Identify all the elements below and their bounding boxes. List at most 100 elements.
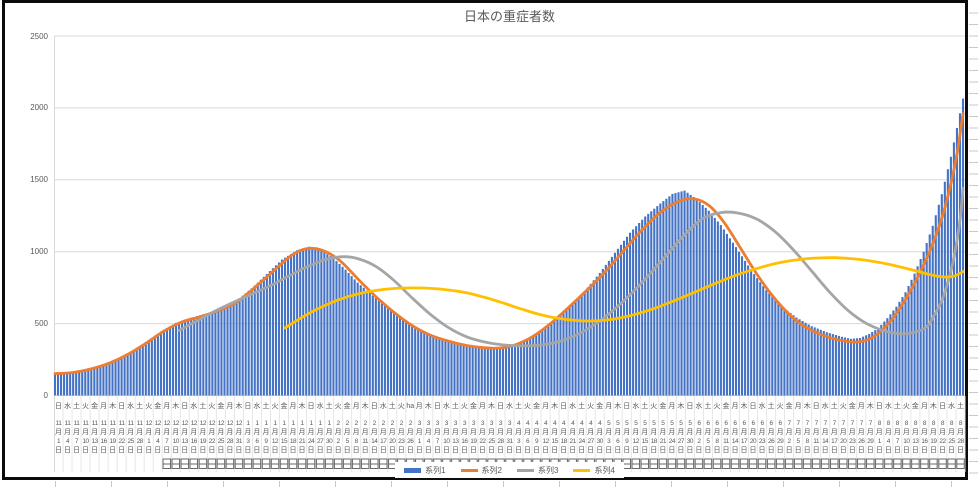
month-number: 7: [796, 420, 801, 427]
day-number: 25: [127, 438, 135, 445]
day-kanji: 日: [677, 447, 685, 454]
month-number: 7: [814, 420, 819, 427]
legend-line-swatch: [460, 468, 478, 472]
month-kanji: 月: [839, 429, 847, 436]
month-kanji: 月: [749, 429, 757, 436]
month-number: 2: [345, 420, 350, 427]
month-kanji: 月: [704, 429, 712, 436]
month-kanji: 月: [812, 429, 820, 436]
day-kanji: 日: [857, 447, 865, 454]
chart-object-border[interactable]: [2, 0, 968, 480]
month-kanji: 月: [82, 429, 90, 436]
day-number: 3: [246, 438, 250, 445]
weekday-label: 火: [145, 403, 153, 410]
x-tick-label: 土 6 月 5 日日: [701, 402, 714, 474]
month-number: 7: [868, 420, 873, 427]
day-number: 17: [831, 438, 838, 445]
day-number: 22: [939, 438, 946, 445]
month-number: 7: [859, 420, 864, 427]
day-number: 16: [100, 438, 107, 445]
weekday-label: 水: [884, 403, 892, 410]
day-kanji: 日: [244, 447, 252, 454]
month-number: 5: [607, 420, 611, 427]
weekday-label: 水: [316, 403, 324, 410]
x-tick-label: 木 6 月 17 日日: [738, 402, 751, 474]
month-number: 6: [733, 420, 737, 427]
x-tick-label: 金 2 月 5 日日: [341, 402, 354, 474]
day-kanji: 日: [542, 447, 550, 454]
day-number: 9: [625, 438, 629, 445]
legend-item-1[interactable]: 系列1: [404, 465, 446, 476]
day-kanji: 日: [127, 447, 135, 454]
day-number: 2: [787, 438, 792, 445]
weekday-label: 金: [343, 403, 351, 410]
month-kanji: 月: [496, 429, 504, 436]
weekday-label: 金: [848, 403, 856, 410]
month-number: 6: [697, 420, 701, 427]
day-kanji: 日: [163, 447, 171, 454]
x-tick-label: 水 5 月 12 日日: [629, 402, 642, 474]
legend: 系列1 系列2 系列3 系列4: [54, 462, 965, 478]
legend-item-2[interactable]: 系列2: [460, 465, 502, 476]
clipped-label-row: 日: [286, 457, 300, 469]
month-kanji: 月: [118, 429, 126, 436]
day-number: 31: [506, 438, 513, 445]
month-number: 11: [127, 420, 134, 427]
day-number: 17: [740, 438, 748, 445]
day-kanji: 日: [136, 447, 144, 454]
month-number: 12: [154, 420, 162, 427]
month-number: 8: [913, 420, 918, 427]
weekday-label: 水: [505, 403, 513, 410]
weekday-label: 水: [695, 403, 703, 410]
month-number: 12: [199, 420, 207, 427]
day-kanji: 日: [496, 447, 504, 454]
day-kanji: 日: [352, 447, 360, 454]
month-number: 11: [55, 420, 62, 427]
month-kanji: 月: [641, 429, 649, 436]
legend-item-4[interactable]: 系列4: [573, 465, 615, 476]
clipped-label-row: 日: [647, 457, 661, 469]
day-kanji: 日: [406, 447, 414, 454]
x-tick-label: 土 7 月 17 日日: [828, 402, 841, 474]
month-number: 11: [136, 420, 143, 427]
month-number: 3: [462, 420, 467, 427]
day-number: 28: [136, 438, 144, 445]
line-series[interactable]: [53, 112, 965, 375]
weekday-label: 土: [325, 403, 333, 410]
month-number: 4: [534, 420, 539, 427]
line-series-3[interactable]: [177, 187, 965, 348]
x-tick-label: 日 6 月 20 日日: [747, 402, 760, 474]
month-number: 3: [453, 420, 458, 427]
legend-item-3[interactable]: 系列3: [517, 465, 558, 476]
month-kanji: 月: [713, 429, 721, 436]
clipped-label-row: 日: [764, 457, 778, 469]
month-number: 1: [291, 420, 295, 427]
line-series-2[interactable]: [53, 112, 965, 375]
month-kanji: 月: [758, 429, 766, 436]
day-kanji: 日: [722, 447, 730, 454]
line-series-4[interactable]: [283, 256, 965, 330]
day-kanji: 日: [695, 447, 703, 454]
clipped-label-row: 日: [638, 457, 652, 469]
x-tick-label: 日 12 月 13 日日: [178, 402, 191, 474]
day-number: 18: [650, 438, 658, 445]
clipped-label-row: 日: [917, 457, 931, 469]
month-kanji: 月: [524, 429, 532, 436]
day-number: 4: [426, 438, 431, 445]
day-kanji: 日: [100, 447, 108, 454]
weekday-label: 金: [91, 403, 99, 410]
month-kanji: 月: [866, 429, 874, 436]
month-number: 8: [940, 420, 945, 427]
weekday-label: 月: [668, 403, 676, 410]
clipped-label-row: 日: [692, 457, 706, 469]
day-kanji: 日: [181, 447, 189, 454]
bar-series-1[interactable]: [53, 98, 965, 396]
day-number: 21: [569, 438, 577, 445]
day-kanji: 日: [596, 447, 604, 454]
month-kanji: 月: [91, 429, 99, 436]
weekday-label: 日: [496, 403, 504, 410]
month-kanji: 月: [596, 429, 604, 436]
x-tick-label: 火 8 月 10 日日: [900, 402, 913, 474]
month-number: 1: [300, 420, 304, 427]
day-kanji: 日: [397, 447, 405, 454]
